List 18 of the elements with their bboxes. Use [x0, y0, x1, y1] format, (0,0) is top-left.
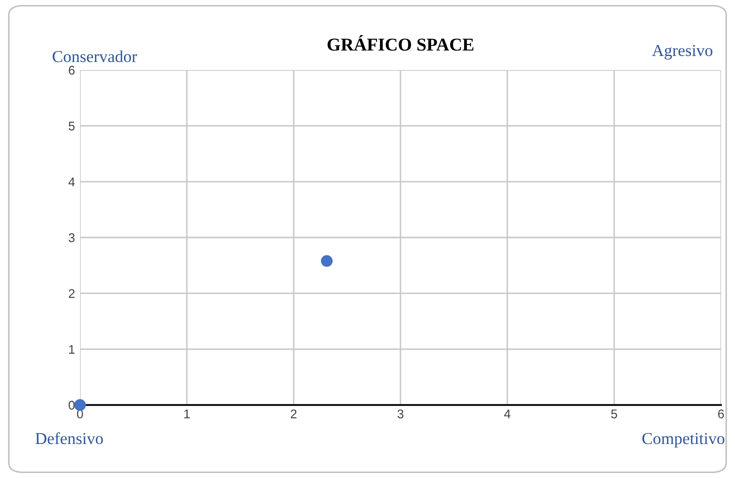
- text: Defensivo: [35, 432, 103, 444]
- y-tick-label: 2: [68, 289, 75, 298]
- chart-title: GRÁFICO SPACE: [328, 35, 474, 51]
- x-tick-label: 5: [611, 410, 618, 418]
- y-tick-label: 4: [68, 178, 75, 186]
- x-tick-label: 3: [398, 409, 404, 418]
- y-tick-label: 5: [68, 122, 75, 130]
- x-tick-label: 2: [290, 409, 297, 418]
- text: Agresivo: [652, 44, 712, 60]
- y-tick-label: 6: [68, 66, 75, 75]
- y-tick-label: 0: [68, 400, 75, 410]
- y-tick-label: 3: [68, 233, 75, 242]
- x-tick-label: 1: [184, 410, 190, 418]
- x-tick-label: 4: [504, 410, 510, 418]
- text: Conservador: [52, 50, 138, 62]
- text: Competitivo: [642, 432, 724, 448]
- x-tick-label: 6: [718, 409, 724, 418]
- y-tick-label: 1: [69, 345, 75, 354]
